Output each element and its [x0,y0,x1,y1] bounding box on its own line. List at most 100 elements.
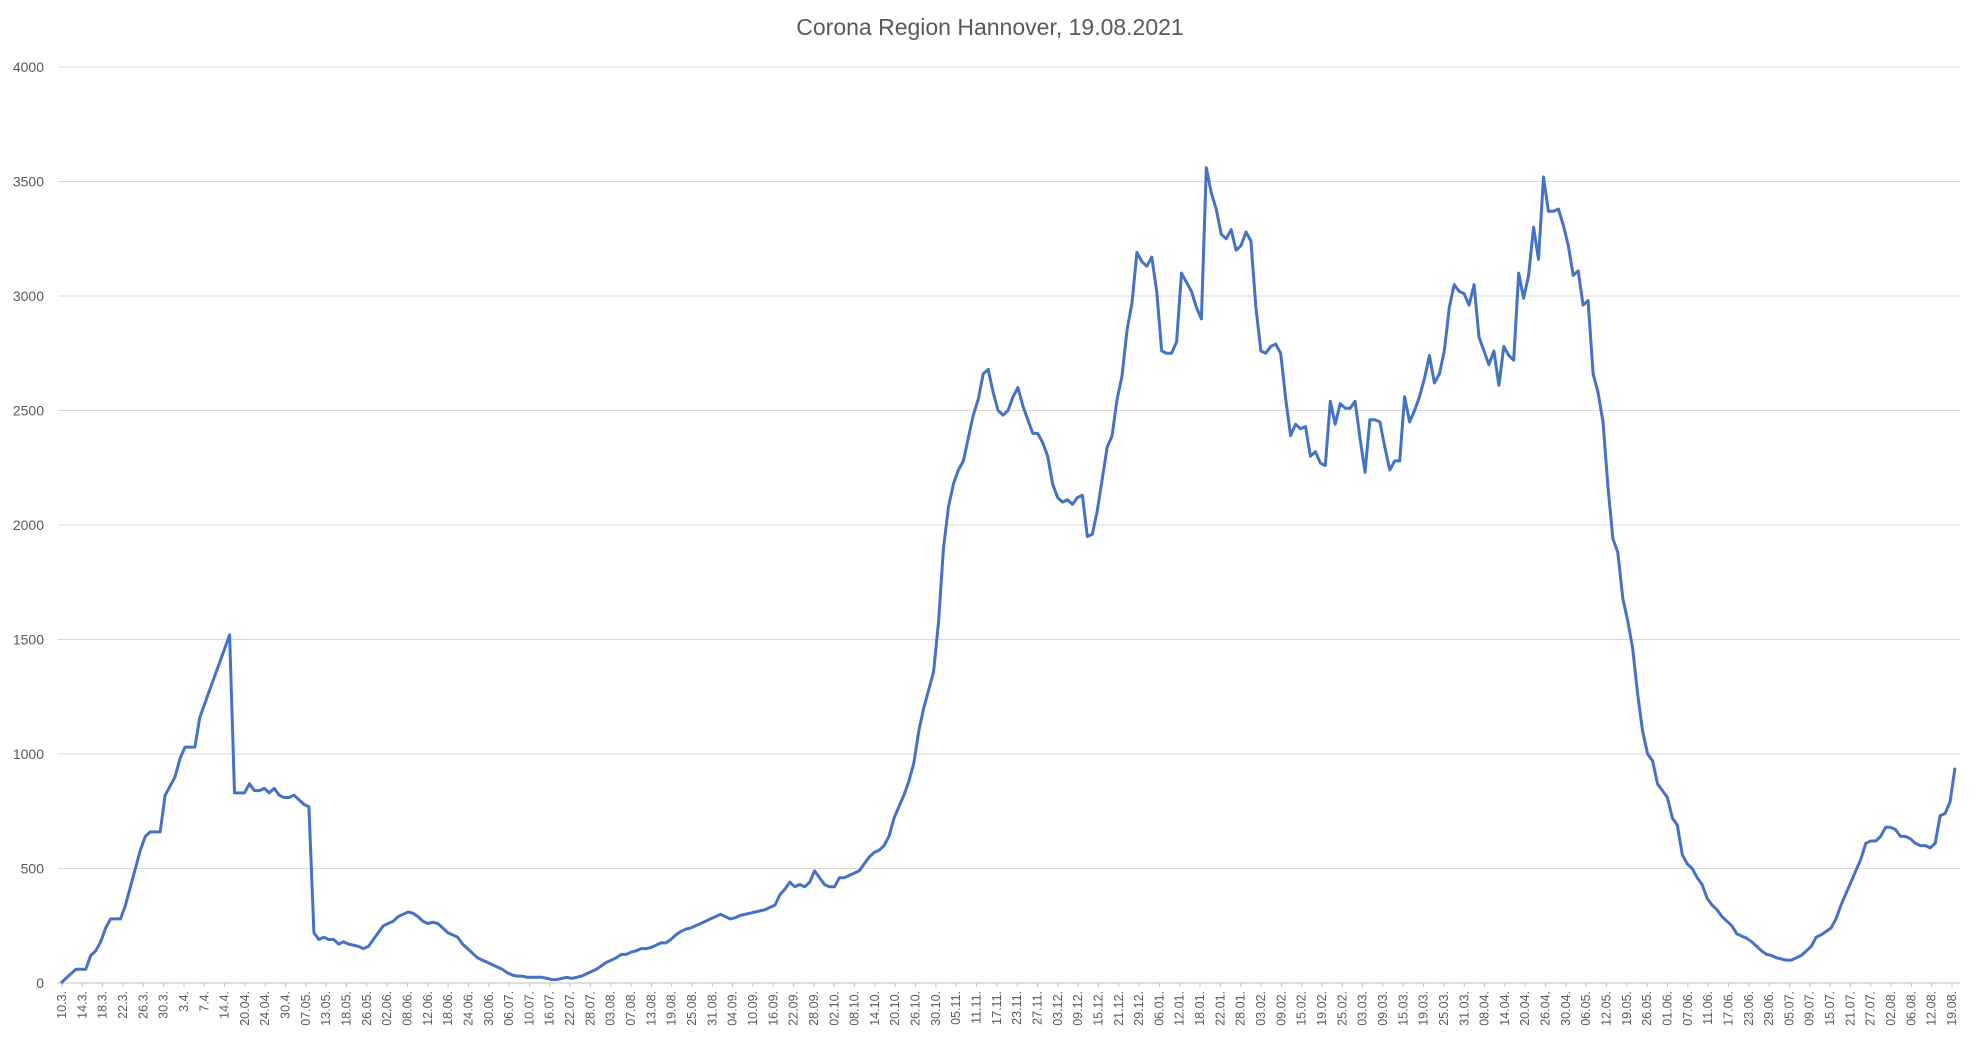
x-tick-label: 31.08. [705,991,719,1026]
x-tick-label: 28.01. [1234,991,1248,1026]
x-tick-label: 12.05. [1600,991,1614,1026]
series-line [59,166,1957,985]
y-tick-label: 3500 [13,174,44,190]
x-tick-label: 02.06. [380,991,394,1026]
x-tick-label: 15.07. [1823,991,1837,1026]
x-tick-label: 25.02. [1335,991,1349,1026]
y-tick-label: 3000 [13,288,44,304]
x-tick-label: 19.02. [1315,991,1329,1026]
x-tick-label: 18.01. [1193,991,1207,1026]
x-tick-label: 02.10. [827,991,841,1026]
x-axis: 10.3. 14.3. 18.3. 22.3. 26.3. 30.3. 3.4. 7.4. 14… [55,983,1959,1026]
x-tick-label: 11.11. [970,991,984,1024]
x-tick-label: 06.08. [1904,991,1918,1026]
x-tick-label: 06.05. [1579,991,1593,1026]
x-tick-label: 16.09. [766,991,780,1026]
x-tick-label: 26.04. [1539,991,1553,1026]
x-tick-label: 10.07. [522,991,536,1026]
x-tick-label: 05.11. [949,991,963,1025]
x-tick-label: 26.05. [360,991,374,1026]
x-tick-label: 17.11. [990,991,1004,1025]
x-tick-label: 04.09. [726,991,740,1026]
x-tick-label: 14.04. [1498,991,1512,1026]
x-tick-label: 18.3. [96,991,110,1019]
x-tick-label: 09.03. [1376,991,1390,1026]
y-axis: 0 500 1000 1500 2000 2500 3000 3500 4000 [13,59,44,991]
x-tick-label: 14.4. [218,991,232,1019]
x-tick-label: 09.12. [1071,991,1085,1026]
x-tick-label: 12.08. [1925,991,1939,1026]
x-tick-label: 22.09. [787,991,801,1026]
y-tick-label: 2500 [13,403,44,419]
x-tick-label: 30.06. [482,991,496,1026]
x-tick-label: 19.08. [665,991,679,1026]
x-tick-label: 24.04. [258,991,272,1026]
gridlines [58,66,1960,984]
x-tick-label: 26.10. [909,991,923,1026]
x-tick-label: 17.06. [1722,991,1736,1026]
x-tick-label: 07.06. [1681,991,1695,1026]
x-tick-label: 26.3. [136,991,150,1019]
x-tick-label: 22.3. [116,991,130,1019]
x-tick-label: 27.07. [1864,991,1878,1026]
x-tick-label: 09.02. [1274,991,1288,1026]
x-tick-label: 28.07. [583,991,597,1026]
x-tick-label: 3.4. [177,991,191,1012]
x-tick-label: 05.07. [1782,991,1796,1026]
x-tick-label: 13.08. [644,991,658,1026]
x-tick-label: 23.06. [1742,991,1756,1026]
x-tick-label: 20.04. [1518,991,1532,1026]
x-tick-label: 19.03. [1417,991,1431,1026]
x-tick-label: 15.03. [1396,991,1410,1026]
y-tick-label: 0 [36,975,44,991]
x-tick-label: 01.06. [1661,991,1675,1026]
x-tick-label: 14.10. [868,991,882,1026]
x-tick-label: 03.02. [1254,991,1268,1026]
x-tick-label: 18.06. [441,991,455,1026]
x-tick-label: 15.02. [1295,991,1309,1026]
x-tick-label: 30.10. [929,991,943,1026]
x-tick-label: 24.06. [462,991,476,1026]
x-tick-label: 09.07. [1803,991,1817,1026]
x-tick-label: 16.07. [543,991,557,1026]
x-tick-label: 7.4. [197,991,211,1012]
x-tick-label: 22.07. [563,991,577,1026]
x-tick-label: 21.07. [1843,991,1857,1026]
chart-title: Corona Region Hannover, 19.08.2021 [796,14,1184,40]
x-tick-label: 30.4. [279,991,293,1019]
x-tick-label: 27.11. [1031,991,1045,1025]
x-tick-label: 13.05. [319,991,333,1026]
x-tick-label: 03.12. [1051,991,1065,1026]
x-tick-label: 25.08. [685,991,699,1026]
x-tick-label: 03.03. [1356,991,1370,1026]
y-tick-label: 500 [21,861,45,877]
x-tick-label: 20.04. [238,991,252,1026]
x-tick-label: 19.05. [1620,991,1634,1026]
x-tick-label: 15.12. [1092,991,1106,1026]
x-tick-label: 18.05. [340,991,354,1026]
x-tick-label: 07.08. [624,991,638,1026]
x-tick-label: 19.08. [1945,991,1959,1026]
y-tick-label: 1500 [13,632,44,648]
x-tick-label: 23.11. [1010,991,1024,1025]
x-tick-label: 29.12. [1132,991,1146,1026]
y-tick-label: 2000 [13,517,44,533]
x-tick-label: 08.04. [1478,991,1492,1026]
x-tick-label: 10.3. [55,991,69,1019]
x-tick-label: 29.06. [1762,991,1776,1026]
x-tick-label: 08.10. [848,991,862,1026]
x-tick-label: 21.12. [1112,991,1126,1026]
x-tick-label: 20.10. [888,991,902,1026]
x-tick-label: 11.06. [1701,991,1715,1025]
x-tick-label: 06.01. [1152,991,1166,1026]
x-tick-label: 28.09. [807,991,821,1026]
x-tick-label: 31.03. [1457,991,1471,1026]
x-tick-label: 26.05. [1640,991,1654,1026]
x-tick-label: 08.06. [401,991,415,1026]
x-tick-label: 07.05. [299,991,313,1026]
x-tick-label: 03.08. [604,991,618,1026]
y-tick-label: 4000 [13,59,44,75]
x-tick-label: 12.06. [421,991,435,1026]
x-tick-label: 22.01. [1213,991,1227,1026]
